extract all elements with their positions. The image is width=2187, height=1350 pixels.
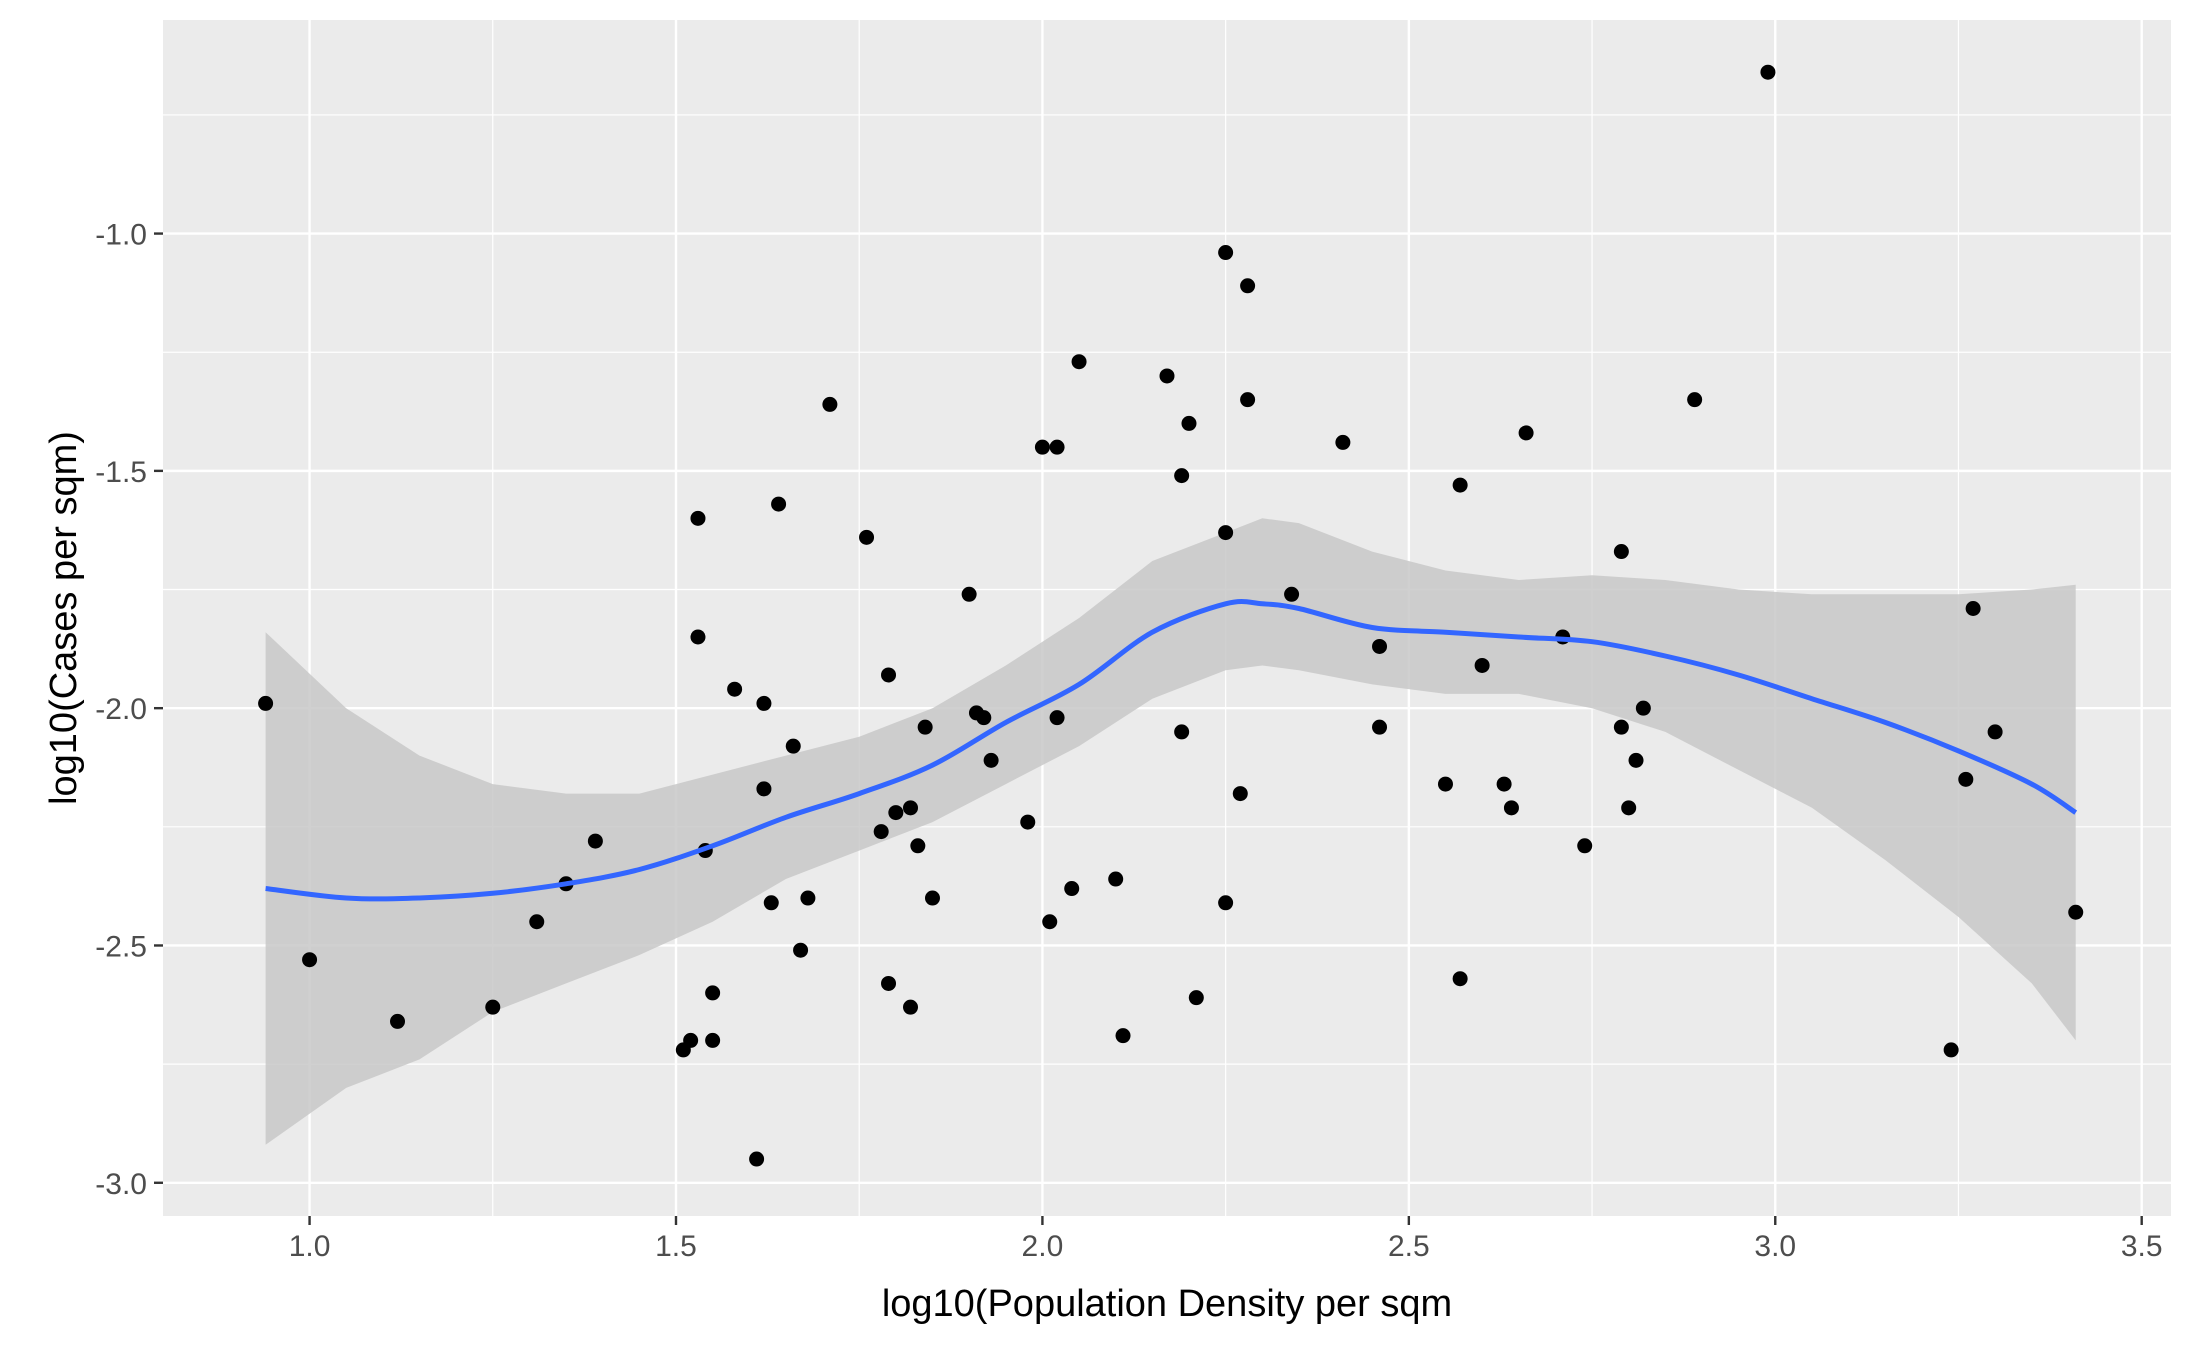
data-point (881, 667, 897, 683)
data-point (873, 824, 889, 840)
data-point (1064, 881, 1080, 897)
data-point (793, 942, 809, 958)
data-point (1518, 425, 1534, 441)
data-point (1071, 354, 1087, 370)
data-point (1020, 814, 1036, 830)
data-point (1372, 638, 1388, 654)
data-point (587, 833, 603, 849)
data-point (1240, 278, 1256, 294)
data-point (859, 529, 875, 545)
data-point (1335, 434, 1351, 450)
data-point (822, 396, 838, 412)
data-point (1034, 439, 1050, 455)
data-point (1218, 525, 1234, 541)
data-point (1115, 1028, 1131, 1044)
data-point (910, 838, 926, 854)
data-point (881, 975, 897, 991)
data-point (763, 895, 779, 911)
x-tick-label: 2.0 (1022, 1230, 1064, 1263)
data-point (683, 1032, 699, 1048)
data-point (903, 800, 919, 816)
data-point (1613, 719, 1629, 735)
data-point (485, 999, 501, 1015)
y-tick-label: -3.0 (95, 1168, 147, 1201)
data-point (690, 510, 706, 526)
y-tick-label: -2.5 (95, 930, 147, 963)
data-point (1496, 776, 1512, 792)
data-point (1958, 771, 1974, 787)
data-point (1621, 800, 1637, 816)
data-point (785, 738, 801, 754)
data-point (302, 952, 318, 968)
x-tick-label: 3.0 (1754, 1230, 1796, 1263)
data-point (1159, 368, 1175, 384)
data-point (924, 890, 940, 906)
y-tick-label: -2.0 (95, 693, 147, 726)
confidence-band (265, 518, 2076, 1145)
data-point (917, 719, 933, 735)
data-point (1218, 245, 1234, 261)
data-point (1613, 544, 1629, 560)
y-tick-label: -1.0 (95, 219, 147, 252)
data-point (1943, 1042, 1959, 1058)
data-point (1987, 724, 2003, 740)
y-axis-ticks: -3.0 -2.5 -2.0 -1.5 -1.0 (95, 219, 163, 1201)
x-tick-label: 1.0 (289, 1230, 331, 1263)
y-axis-title: log10(Cases per sqm) (43, 431, 85, 805)
data-point (749, 1151, 765, 1167)
data-point (903, 999, 919, 1015)
data-point (1174, 468, 1190, 484)
data-point (1232, 786, 1248, 802)
data-point (888, 805, 904, 821)
x-axis-ticks: 1.0 1.5 2.0 2.5 3.0 3.5 (289, 1216, 2163, 1263)
x-tick-label: 3.5 (2121, 1230, 2163, 1263)
data-point (390, 1013, 406, 1029)
data-point (961, 586, 977, 602)
data-point (976, 710, 992, 726)
data-point (756, 781, 772, 797)
y-tick-label: -1.5 (95, 456, 147, 489)
x-tick-label: 2.5 (1388, 1230, 1430, 1263)
data-point (1452, 971, 1468, 987)
data-point (690, 629, 706, 645)
data-point (1437, 776, 1453, 792)
data-point (1628, 752, 1644, 768)
data-point (1284, 586, 1300, 602)
data-point (1240, 392, 1256, 408)
data-point (529, 914, 545, 930)
data-point (727, 681, 743, 697)
data-point (1042, 914, 1058, 930)
data-point (1474, 657, 1490, 673)
data-point (1372, 719, 1388, 735)
data-point (2068, 904, 2084, 920)
data-point (1181, 415, 1197, 431)
data-point (1687, 392, 1703, 408)
x-tick-label: 1.5 (655, 1230, 697, 1263)
data-point (1049, 439, 1065, 455)
x-axis-title: log10(Population Density per sqm (882, 1283, 1452, 1325)
data-point (1635, 700, 1651, 716)
data-point (1188, 990, 1204, 1006)
data-point (1218, 895, 1234, 911)
smooth-line (265, 598, 2078, 902)
data-point (756, 695, 772, 711)
data-point (258, 695, 274, 711)
data-point (1965, 601, 1981, 617)
data-point (1577, 838, 1593, 854)
data-point (1452, 477, 1468, 493)
data-point (800, 890, 816, 906)
data-point (1760, 64, 1776, 80)
data-point (771, 496, 787, 512)
data-point (1503, 800, 1519, 816)
data-point (705, 1032, 721, 1048)
data-point (1049, 710, 1065, 726)
data-point (1174, 724, 1190, 740)
data-point (705, 985, 721, 1001)
data-point (983, 752, 999, 768)
data-point (1108, 871, 1124, 887)
